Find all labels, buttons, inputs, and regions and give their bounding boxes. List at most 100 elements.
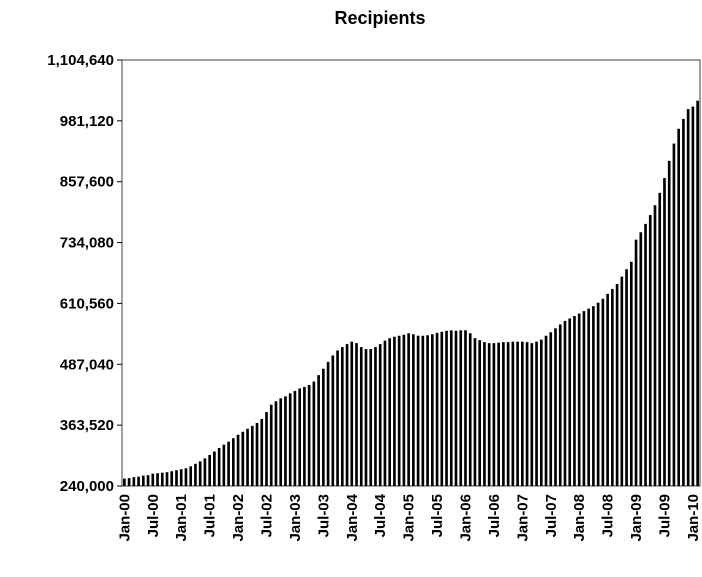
bar	[478, 340, 482, 486]
bar	[198, 461, 202, 486]
bar	[587, 308, 590, 486]
bar	[184, 468, 188, 486]
bar	[487, 343, 491, 486]
bar	[265, 412, 268, 486]
bar	[506, 342, 510, 486]
bar	[407, 333, 410, 486]
x-tick-label: Jul-05	[429, 494, 446, 537]
bar	[317, 375, 320, 486]
bar	[151, 473, 155, 486]
bar	[577, 313, 581, 486]
x-tick-label: Jul-02	[259, 494, 276, 537]
bar	[156, 473, 159, 486]
bar	[558, 324, 562, 486]
bar	[127, 478, 131, 486]
bar	[345, 344, 349, 486]
x-tick-label: Jan-04	[344, 493, 361, 541]
bar	[653, 205, 657, 486]
bar	[639, 232, 643, 486]
x-tick-label: Jul-08	[600, 494, 617, 537]
y-tick-label: 734,080	[60, 235, 114, 252]
bar	[663, 178, 666, 487]
plot-frame	[121, 59, 701, 487]
bar	[388, 338, 392, 486]
bar	[246, 428, 249, 486]
bar	[525, 342, 529, 486]
bar	[539, 339, 543, 486]
bar	[658, 192, 662, 486]
bar	[217, 448, 221, 486]
bar	[530, 343, 534, 486]
x-tick-label: Jan-00	[116, 494, 133, 542]
y-tick-label: 363,520	[60, 417, 114, 434]
bar	[307, 384, 311, 486]
bar	[582, 311, 586, 486]
bar	[141, 475, 145, 486]
x-tick-label: Jul-07	[543, 494, 560, 537]
bar	[293, 390, 297, 486]
x-tick-label: Jan-03	[287, 494, 304, 542]
bar	[194, 463, 197, 486]
x-tick-label: Jan-02	[230, 494, 247, 542]
x-tick-label: Jan-08	[571, 494, 588, 542]
bar	[445, 330, 448, 486]
bar	[440, 331, 444, 486]
chart-title: Recipients	[334, 8, 425, 28]
bar	[232, 438, 235, 486]
bar	[421, 335, 425, 486]
x-tick-label: Jul-00	[145, 494, 162, 537]
bar	[208, 454, 211, 486]
bar	[449, 330, 453, 486]
bar	[573, 316, 576, 486]
bar	[430, 334, 434, 486]
y-tick-label: 1,104,640	[47, 52, 114, 69]
bar	[464, 330, 467, 486]
bar	[497, 342, 500, 486]
bar	[682, 118, 685, 487]
y-tick-label: 240,000	[60, 478, 114, 495]
y-tick-label: 981,120	[60, 113, 114, 130]
bar	[459, 330, 463, 486]
bar	[137, 476, 140, 486]
bar	[269, 404, 273, 486]
bar	[435, 332, 439, 486]
bar	[236, 434, 240, 486]
bar	[412, 334, 415, 486]
bar	[359, 347, 363, 486]
y-tick-label: 610,560	[60, 295, 114, 312]
bar	[615, 283, 619, 486]
x-tick-label: Jan-09	[628, 494, 645, 542]
x-tick-label: Jan-10	[685, 494, 702, 542]
bar	[203, 458, 207, 486]
bar	[350, 341, 354, 486]
bar	[502, 342, 505, 486]
bar	[473, 338, 477, 486]
x-tick-label: Jan-07	[514, 494, 531, 542]
bar	[179, 469, 183, 486]
bar	[544, 335, 548, 486]
x-tick-label: Jul-09	[656, 494, 673, 537]
x-tick-label: Jan-06	[457, 494, 474, 542]
bar	[222, 444, 226, 486]
bar	[468, 333, 472, 486]
bar	[568, 318, 572, 486]
bar	[227, 441, 230, 486]
bar	[250, 425, 254, 486]
x-tick-label: Jul-01	[202, 494, 219, 537]
bar	[634, 239, 638, 486]
bar	[611, 288, 614, 486]
bar	[416, 335, 420, 486]
bar	[677, 128, 681, 486]
bar	[146, 475, 150, 486]
bar	[123, 478, 126, 486]
bar	[132, 477, 136, 486]
bar	[288, 393, 292, 486]
bar	[606, 293, 609, 486]
bar	[596, 302, 600, 486]
bar	[260, 418, 264, 486]
bar	[691, 106, 695, 486]
bar	[667, 160, 671, 486]
x-tick-label: Jan-01	[173, 494, 190, 542]
bar	[563, 320, 567, 486]
bar	[511, 341, 515, 486]
